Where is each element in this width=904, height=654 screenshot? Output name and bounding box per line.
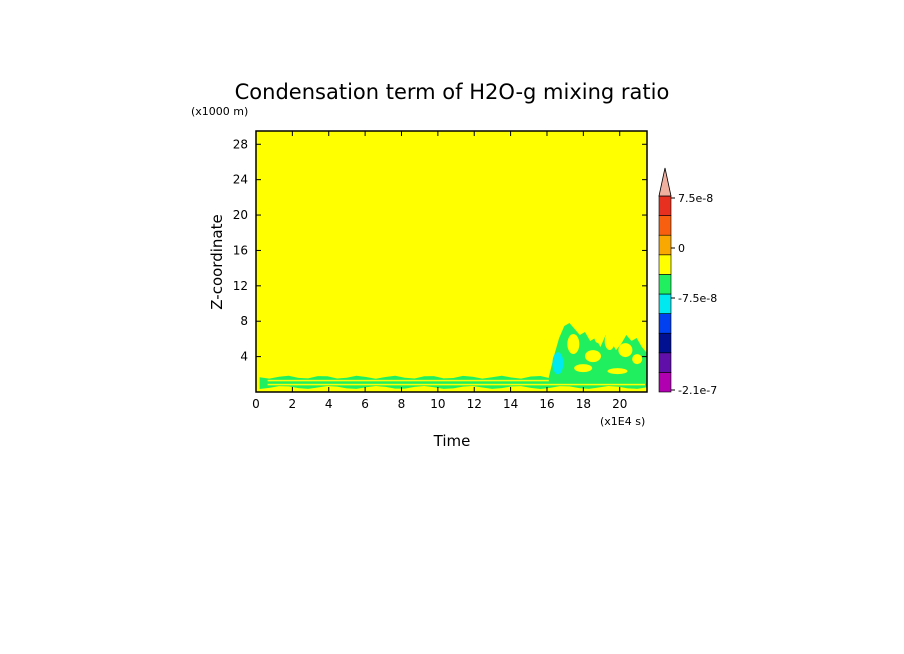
- x-axis-unit: (x1E4 s): [600, 415, 645, 428]
- region-hole: [584, 350, 601, 363]
- band-gap: [267, 383, 645, 386]
- colorbar-swatch: [658, 313, 672, 334]
- region-hole: [567, 334, 580, 355]
- x-tick-label: 0: [252, 397, 260, 411]
- region-hole: [618, 343, 633, 358]
- x-tick-label: 4: [325, 397, 333, 411]
- colorbar-swatch: [658, 352, 672, 373]
- colorbar-swatch: [658, 274, 672, 295]
- colorbar-label: -2.1e-7: [678, 384, 717, 397]
- colorbar-extend-arrow: [658, 167, 672, 197]
- x-tick-label: 10: [430, 397, 445, 411]
- region-hole: [593, 327, 602, 344]
- colorbar: 7.5e-8 0 -7.5e-8 -2.1e-7: [658, 167, 717, 397]
- x-tick-label: 12: [467, 397, 482, 411]
- y-axis-label: Z-coordinate: [208, 214, 226, 309]
- colorbar-swatch: [658, 372, 672, 393]
- y-tick-label: 12: [233, 279, 248, 293]
- y-tick-label: 8: [240, 314, 248, 328]
- colorbar-swatch: [658, 215, 672, 236]
- colorbar-swatch: [658, 254, 672, 275]
- region-hole: [607, 368, 628, 375]
- region-hole: [632, 354, 643, 365]
- colorbar-swatch: [658, 332, 672, 354]
- y-tick-label: 28: [233, 137, 248, 151]
- colorbar-swatch: [658, 293, 672, 314]
- x-tick-label: 20: [612, 397, 627, 411]
- y-tick-label: 4: [240, 350, 248, 364]
- x-tick-label: 8: [398, 397, 406, 411]
- colorbar-label: 7.5e-8: [678, 192, 713, 205]
- region-hole: [574, 364, 593, 373]
- chart-title: Condensation term of H2O-g mixing ratio: [235, 80, 670, 104]
- colorbar-label: -7.5e-8: [678, 292, 717, 305]
- plot-frame: [255, 130, 648, 393]
- colorbar-label: 0: [678, 242, 685, 255]
- band-gap: [267, 379, 645, 382]
- x-axis-label: Time: [433, 432, 471, 450]
- y-axis-unit: (x1000 m): [191, 105, 248, 118]
- y-tick-label: 20: [233, 208, 248, 222]
- plot-area: [255, 130, 648, 393]
- x-tick-label: 14: [503, 397, 518, 411]
- contour-region-cyan: [552, 352, 564, 375]
- x-tick-label: 6: [361, 397, 369, 411]
- region-hole: [604, 332, 615, 351]
- x-tick-label: 16: [539, 397, 554, 411]
- colorbar-swatch: [658, 195, 672, 216]
- x-tick-label: 18: [576, 397, 591, 411]
- x-tick-label: 2: [289, 397, 297, 411]
- y-tick-label: 24: [233, 173, 248, 187]
- y-tick-label: 16: [233, 243, 248, 257]
- colorbar-swatch: [658, 234, 672, 256]
